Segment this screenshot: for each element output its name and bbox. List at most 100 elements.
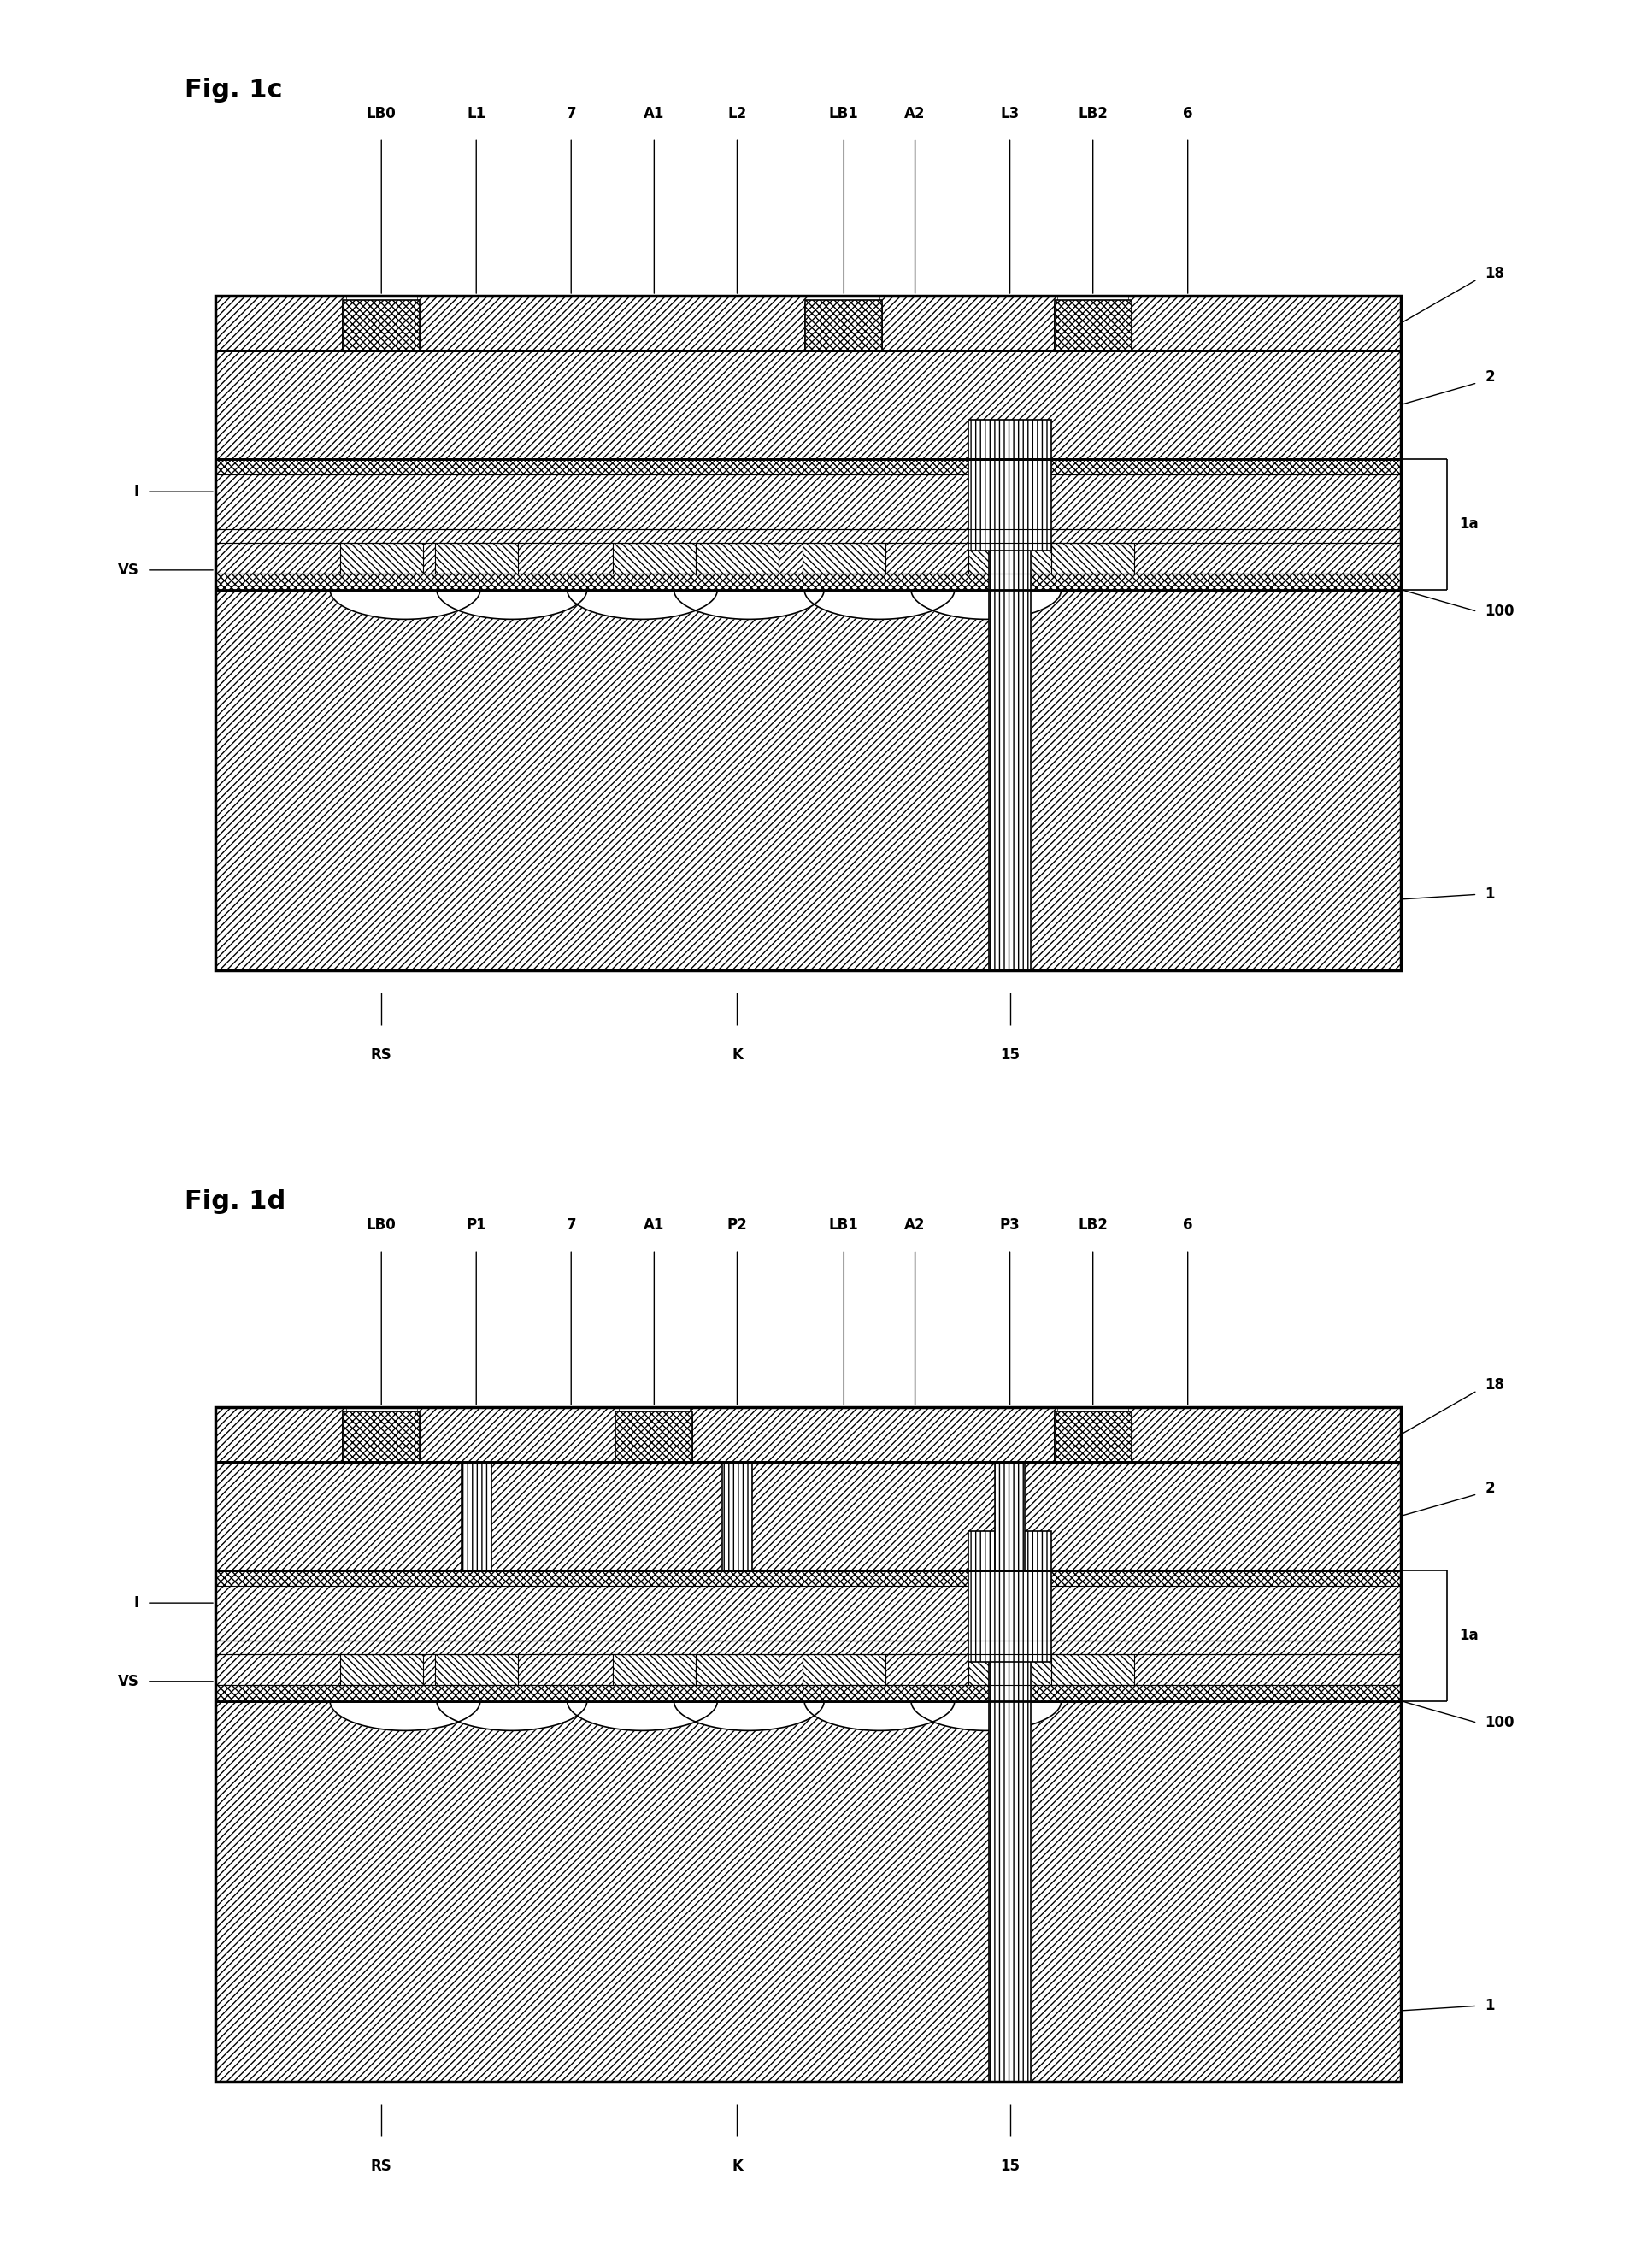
Text: I: I	[133, 483, 140, 499]
Text: 18: 18	[1486, 265, 1504, 281]
Polygon shape	[674, 590, 824, 619]
Bar	[1051, 542, 1135, 574]
Text: P1: P1	[466, 1218, 486, 1234]
Text: LB2: LB2	[1079, 107, 1108, 122]
Bar	[216, 458, 1402, 474]
Polygon shape	[567, 590, 718, 619]
Bar	[616, 1411, 693, 1461]
Bar	[461, 1461, 491, 1569]
Text: 6: 6	[1183, 107, 1192, 122]
Text: A1: A1	[644, 107, 664, 122]
Text: L3: L3	[1000, 107, 1019, 122]
Polygon shape	[674, 1701, 824, 1730]
Bar	[802, 542, 886, 574]
Bar	[216, 1461, 1402, 1569]
Bar	[216, 1642, 1402, 1653]
Text: RS: RS	[371, 1048, 392, 1061]
Bar	[968, 420, 1051, 551]
Text: P3: P3	[1000, 1218, 1019, 1234]
Text: P2: P2	[726, 1218, 748, 1234]
Text: 18: 18	[1486, 1377, 1504, 1393]
Bar	[216, 295, 1402, 971]
Text: LB1: LB1	[828, 1218, 858, 1234]
Text: L1: L1	[466, 107, 486, 122]
Text: 1: 1	[1486, 1998, 1495, 2014]
Bar	[1057, 1406, 1128, 1461]
Text: 2: 2	[1486, 1481, 1495, 1497]
Bar	[339, 1653, 423, 1685]
Bar	[619, 1406, 690, 1461]
Bar	[216, 1406, 1402, 2082]
Bar	[216, 574, 1402, 590]
Bar	[805, 304, 883, 349]
Text: 100: 100	[1486, 1715, 1514, 1730]
Bar	[216, 531, 1402, 542]
Polygon shape	[911, 1701, 1061, 1730]
Polygon shape	[804, 590, 955, 619]
Text: L2: L2	[728, 107, 746, 122]
Bar	[343, 1415, 420, 1461]
Bar	[216, 295, 1402, 349]
Text: LB0: LB0	[367, 1218, 397, 1234]
Bar	[1054, 304, 1131, 349]
Text: K: K	[731, 1048, 743, 1061]
Bar	[1051, 1653, 1135, 1685]
Bar	[343, 304, 420, 349]
Text: 1a: 1a	[1459, 517, 1479, 533]
Bar	[216, 1569, 1402, 1701]
Text: Fig. 1c: Fig. 1c	[184, 77, 283, 102]
Text: 15: 15	[1000, 2159, 1019, 2173]
Text: LB1: LB1	[828, 107, 858, 122]
Bar	[695, 1653, 779, 1685]
Text: VS: VS	[119, 1674, 140, 1690]
Bar	[1057, 295, 1128, 349]
Text: A2: A2	[904, 1218, 926, 1234]
Bar	[968, 1653, 1051, 1685]
Polygon shape	[329, 590, 481, 619]
Bar	[435, 1653, 517, 1685]
Polygon shape	[911, 590, 1061, 619]
Text: 6: 6	[1183, 1218, 1192, 1234]
Bar	[216, 1685, 1402, 1701]
Text: 7: 7	[567, 107, 576, 122]
Text: A2: A2	[904, 107, 926, 122]
Bar	[346, 1406, 417, 1461]
Text: I: I	[133, 1594, 140, 1610]
Bar	[216, 590, 1402, 971]
Text: 1: 1	[1486, 887, 1495, 903]
Bar	[616, 1415, 693, 1461]
Polygon shape	[804, 1701, 955, 1730]
Text: 15: 15	[1000, 1048, 1019, 1061]
Text: LB2: LB2	[1079, 1218, 1108, 1234]
Bar	[613, 542, 695, 574]
Bar	[613, 1653, 695, 1685]
Bar	[695, 542, 779, 574]
Bar	[995, 1461, 1024, 1569]
Text: 7: 7	[567, 1218, 576, 1234]
Bar	[435, 542, 517, 574]
Bar	[723, 1461, 753, 1569]
Bar	[968, 1531, 1051, 1662]
Bar	[216, 1569, 1402, 1585]
Bar	[990, 1635, 1031, 2082]
Bar	[1054, 1415, 1131, 1461]
Bar	[1054, 299, 1131, 349]
Text: RS: RS	[371, 2159, 392, 2173]
Bar	[968, 542, 1051, 574]
Bar	[809, 295, 879, 349]
Text: LB0: LB0	[367, 107, 397, 122]
Text: K: K	[731, 2159, 743, 2173]
Polygon shape	[567, 1701, 718, 1730]
Polygon shape	[329, 1701, 481, 1730]
Bar	[346, 295, 417, 349]
Text: 1a: 1a	[1459, 1628, 1479, 1644]
Bar	[1054, 1411, 1131, 1461]
Text: 100: 100	[1486, 603, 1514, 619]
Bar	[802, 1653, 886, 1685]
Bar	[343, 1411, 420, 1461]
Text: VS: VS	[119, 562, 140, 578]
Bar	[990, 524, 1031, 971]
Bar	[216, 458, 1402, 590]
Text: Fig. 1d: Fig. 1d	[184, 1188, 287, 1213]
Polygon shape	[436, 590, 586, 619]
